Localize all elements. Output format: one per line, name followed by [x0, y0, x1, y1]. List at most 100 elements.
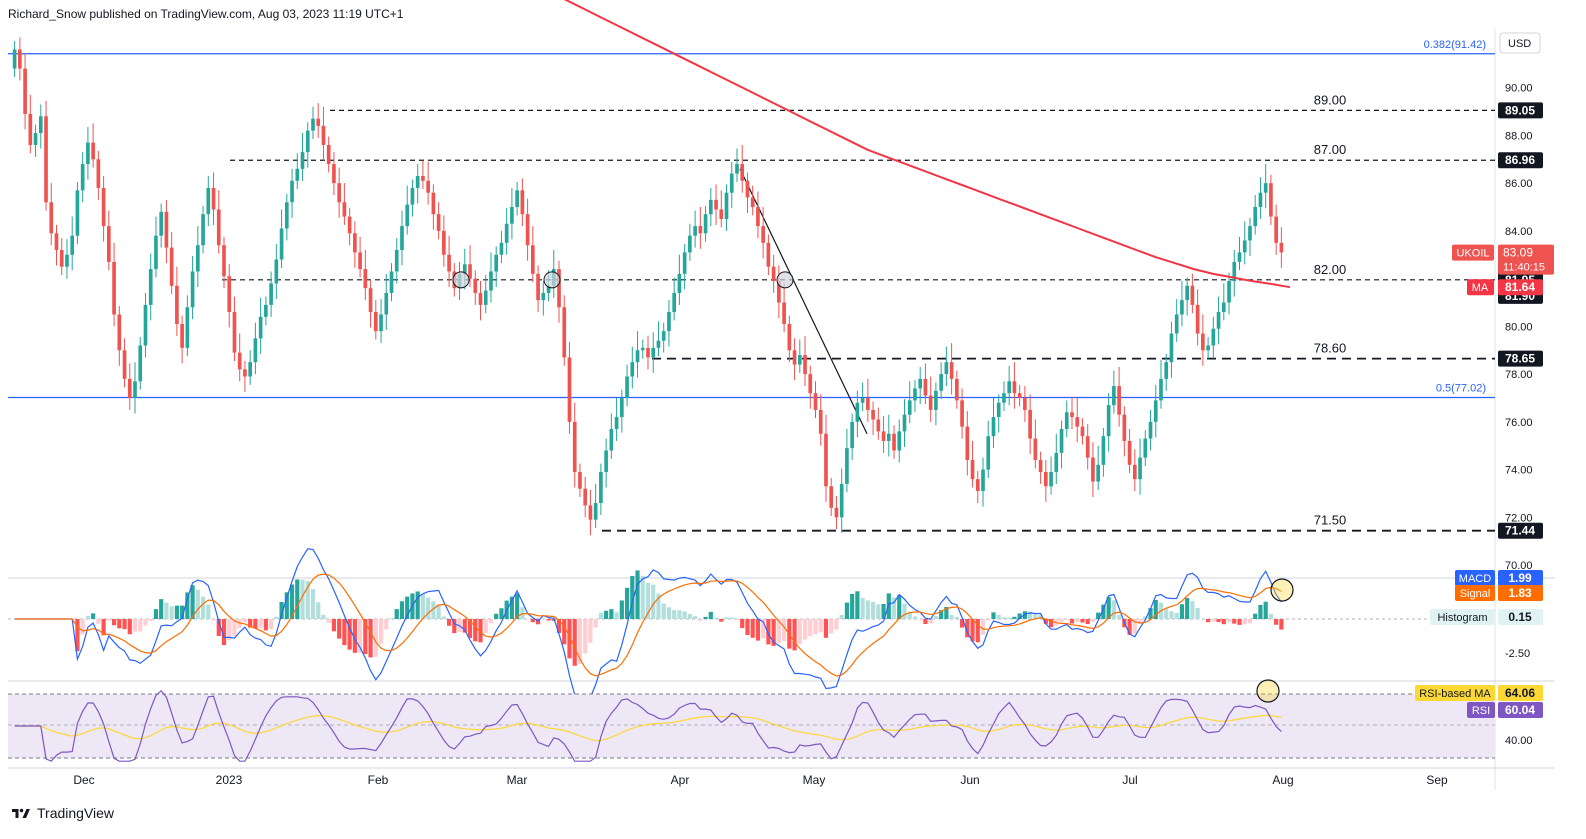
candle-body [326, 144, 331, 165]
macd-tick-label: -2.50 [1505, 648, 1530, 660]
candle-body [855, 402, 860, 422]
macd-histogram-bar [1017, 613, 1022, 619]
candle-body [970, 460, 975, 480]
macd-histogram-bar [342, 619, 347, 646]
macd-histogram-bar [216, 619, 221, 636]
macd-histogram-bar [1263, 601, 1268, 619]
macd-label-bg [1455, 570, 1495, 586]
candle-body [1206, 345, 1210, 351]
candle-body [818, 409, 823, 434]
candle-body [1101, 436, 1106, 465]
moving-average-line [563, 0, 1291, 289]
candle-body [1258, 192, 1263, 208]
candle-body [682, 252, 687, 274]
macd-histogram-bar [1268, 613, 1274, 619]
candle-body [96, 159, 101, 188]
macd-histogram-bar [986, 619, 991, 621]
macd-histogram-bar [860, 597, 865, 619]
candle-body [1237, 252, 1242, 262]
candle-body [1091, 457, 1095, 482]
macd-histogram-bar [1253, 613, 1258, 619]
macd-histogram-bar [195, 589, 200, 619]
macd-histogram-bar [358, 619, 363, 653]
macd-histogram-bar [891, 597, 897, 619]
candle-body [599, 471, 603, 504]
macd-histogram-bar [1038, 614, 1043, 619]
candle-body [112, 261, 116, 315]
macd-histogram-bar [153, 609, 159, 619]
brand[interactable]: TradingView [10, 805, 114, 821]
macd-histogram-bar [326, 619, 331, 623]
candle-body [1169, 333, 1174, 363]
macd-histogram-bar [352, 619, 357, 653]
last-price: 83.09 [1503, 246, 1533, 260]
currency-label: USD [1508, 38, 1531, 50]
macd-histogram-bar [776, 619, 781, 644]
candle-body [1080, 426, 1085, 437]
macd-histogram-bar [593, 619, 598, 628]
candle-body [154, 235, 158, 270]
candle-body [546, 285, 551, 293]
macd-histogram-bar [761, 619, 766, 639]
histogram-label-bg [1430, 609, 1495, 625]
candle-body [295, 168, 300, 181]
macd-histogram-bar [656, 593, 661, 619]
macd-histogram-bar [284, 592, 289, 619]
candle-body [38, 116, 43, 134]
candle-body [122, 350, 127, 379]
macd-histogram-bar [263, 619, 268, 631]
rsi-value: 60.04 [1505, 703, 1535, 717]
candle-body [541, 292, 546, 301]
candle-body [222, 245, 226, 277]
candle-body [159, 211, 164, 236]
candle-body [54, 233, 59, 250]
time-axis-label: May [803, 773, 826, 787]
candle-body [253, 338, 258, 363]
candle-body [483, 290, 488, 305]
candle-body [960, 400, 964, 427]
rsi-crossover-marker [1256, 679, 1280, 703]
candle-body [49, 202, 54, 234]
candle-body [525, 214, 530, 246]
macd-histogram-bar [965, 619, 970, 638]
macd-histogram-bar [771, 619, 776, 646]
candle-body [688, 235, 692, 253]
macd-histogram-bar [923, 619, 928, 625]
candle-body [421, 175, 425, 181]
macd-histogram-bar [1043, 619, 1048, 624]
macd-histogram-bar [1101, 604, 1106, 619]
macd-crossover-marker [1270, 578, 1294, 602]
macd-histogram-bar [897, 595, 902, 619]
macd-histogram-bar [850, 593, 855, 619]
macd-histogram-bar [227, 619, 232, 640]
price-tick-label: 90.00 [1505, 83, 1533, 95]
candle-body [593, 503, 598, 520]
candle-body [913, 388, 917, 401]
macd-histogram-bar [724, 617, 729, 619]
macd-histogram-bar [180, 605, 185, 619]
macd-histogram-bar [766, 619, 771, 645]
candle-body [667, 312, 671, 332]
macd-histogram-bar [1226, 619, 1232, 623]
candle-body [1180, 300, 1184, 315]
candle-body [107, 226, 111, 262]
candle-body [1059, 429, 1064, 453]
macd-histogram-bar [200, 596, 206, 619]
macd-histogram-bar [813, 619, 818, 635]
currency-button[interactable] [1499, 32, 1541, 54]
candle-body [70, 235, 75, 255]
candle-body [661, 331, 666, 341]
macd-histogram-bar [300, 579, 305, 619]
macd-histogram-bar [1247, 619, 1253, 624]
candle-body [133, 381, 137, 398]
candle-body [75, 190, 80, 236]
macd-histogram-bar [928, 619, 933, 624]
macd-histogram-bar [1174, 612, 1179, 619]
macd-histogram-bar [1033, 613, 1038, 619]
macd-histogram-bar [132, 619, 138, 632]
candle-body [23, 68, 27, 114]
macd-histogram-bar [734, 619, 740, 621]
macd-histogram-bar [1090, 619, 1096, 622]
macd-histogram-bar [745, 619, 750, 635]
candle-body [91, 142, 95, 160]
